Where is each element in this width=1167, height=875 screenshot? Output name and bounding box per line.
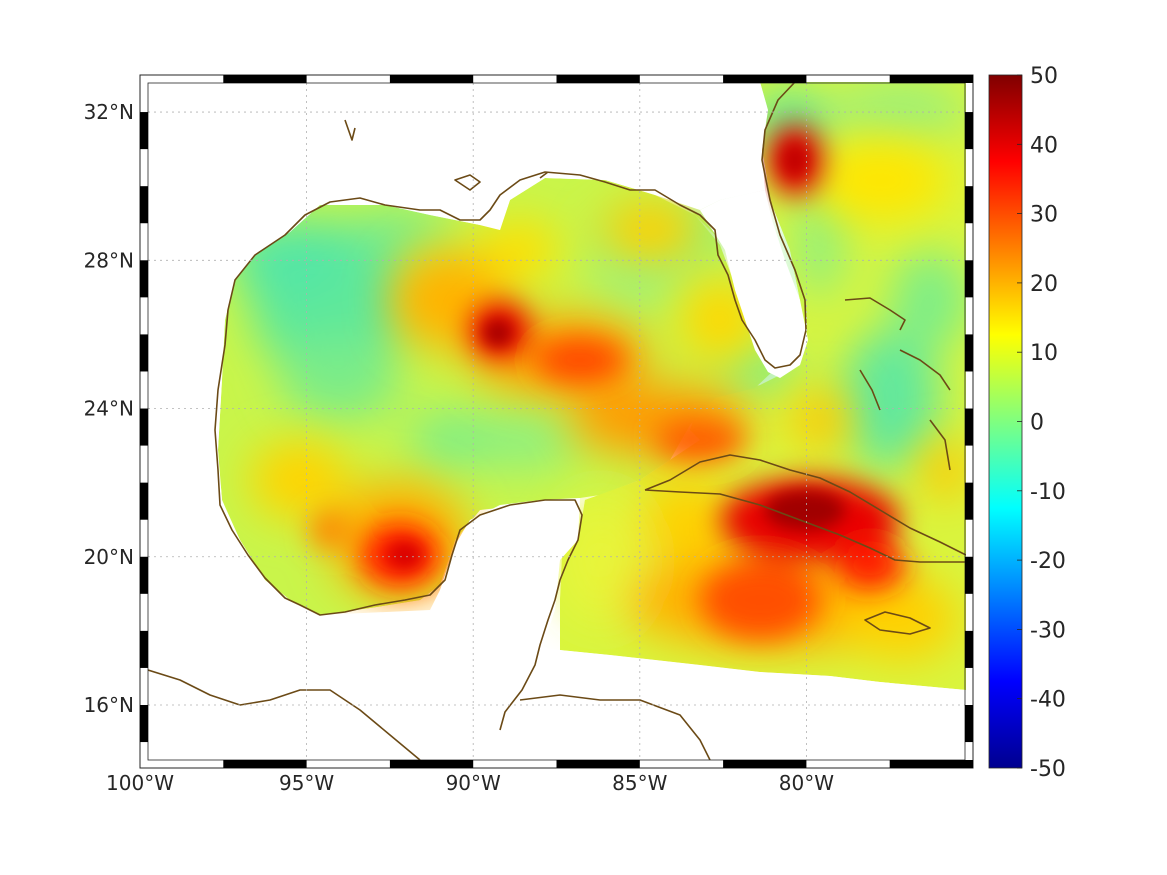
frame-segment-left (140, 482, 148, 520)
frame-segment-right (965, 334, 973, 372)
colorbar-tick-label: 0 (1030, 411, 1044, 436)
frame-segment-top (389, 75, 474, 83)
colorbar-tick-label: -20 (1030, 549, 1066, 574)
frame-segment-top (556, 75, 640, 83)
x-tick-label: 95°W (279, 771, 334, 795)
frame-segment-right (965, 112, 973, 150)
frame-segment-bottom (556, 760, 640, 768)
bahamas-coast (844, 297, 951, 471)
colorbar-tick-label: -30 (1030, 618, 1066, 643)
colorbar-tick-label: 40 (1030, 133, 1058, 158)
frame-segment-bottom (723, 760, 807, 768)
north-land (148, 82, 768, 615)
y-tick-label: 24°N (84, 397, 134, 421)
frame-segment-left (140, 408, 148, 446)
frame-segment-bottom (889, 760, 973, 768)
jamaica-coast (864, 611, 931, 635)
y-tick-label: 28°N (84, 248, 134, 272)
grid-lines (148, 83, 965, 760)
frame-segment-bottom (223, 760, 307, 768)
us-gulf-coast (214, 82, 807, 471)
frame-segment-right (965, 556, 973, 594)
yucatan-land (430, 498, 580, 680)
colorbar-tick-label: 30 (1030, 203, 1058, 228)
frame-segment-right (965, 186, 973, 224)
frame-segment-top (889, 75, 973, 83)
y-tick-labels: 16°N 20°N 24°N 28°N 32°N (84, 100, 134, 717)
honduras-coast (519, 694, 711, 760)
frame-segment-top (723, 75, 807, 83)
mississippi-delta (344, 119, 549, 191)
frame-segment-bottom (389, 760, 474, 768)
frame-segment-right (965, 705, 973, 743)
frame-segment-left (140, 260, 148, 298)
colorbar-tick-label: -50 (1030, 757, 1066, 782)
frame-segment-left (140, 334, 148, 372)
land-masks (148, 82, 966, 760)
mexico-gulf-coast (217, 469, 583, 731)
colorbar (988, 74, 1023, 769)
frame-segment-right (965, 260, 973, 298)
south-caribbean-blank (560, 650, 966, 760)
y-tick-label: 16°N (84, 693, 134, 717)
y-tick-label: 32°N (84, 100, 134, 124)
central-america-coast (148, 669, 421, 760)
colorbar-tick-label: 10 (1030, 341, 1058, 366)
frame-segment-left (140, 630, 148, 668)
frame-segment-right (965, 630, 973, 668)
y-tick-label: 20°N (84, 545, 134, 569)
x-tick-label: 85°W (612, 771, 667, 795)
x-tick-label: 80°W (779, 771, 834, 795)
cuba-coast (644, 454, 966, 563)
florida-land (700, 190, 808, 378)
coastlines (148, 82, 966, 760)
frame-segment-left (140, 186, 148, 224)
frame-segment-right (965, 482, 973, 520)
mexico-south-land (148, 580, 560, 760)
map-frame (139, 74, 974, 769)
colorbar-tick-label: 50 (1030, 64, 1058, 89)
colorbar-tick-label: -40 (1030, 688, 1066, 713)
frame-segment-left (140, 112, 148, 150)
frame-segment-right (965, 408, 973, 446)
colorbar-tick-label: -10 (1030, 480, 1066, 505)
x-tick-label: 90°W (446, 771, 501, 795)
colorbar-ticks: 50 40 30 20 10 0 -10 -20 -30 -40 -50 (1017, 64, 1066, 782)
frame-segment-top (223, 75, 307, 83)
frame-segment-left (140, 705, 148, 743)
colorbar-tick-label: 20 (1030, 272, 1058, 297)
core-patches (387, 144, 845, 569)
x-tick-label: 100°W (106, 771, 174, 795)
frame-segment-left (140, 556, 148, 594)
x-tick-labels: 100°W 95°W 90°W 85°W 80°W (106, 771, 834, 795)
